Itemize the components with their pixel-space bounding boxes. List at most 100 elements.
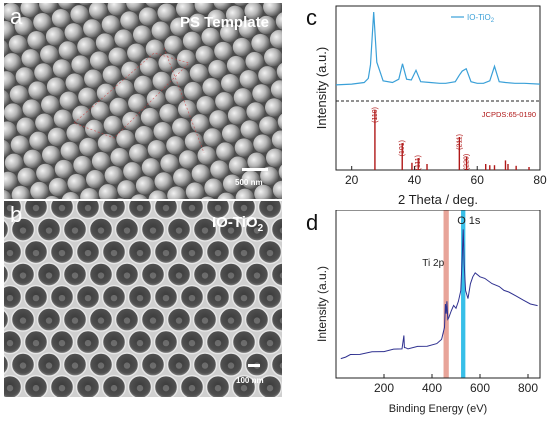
xrd-peak-label: (101) [399, 140, 406, 156]
io-pore-window [202, 362, 208, 368]
io-pore-window [254, 272, 260, 278]
xps-x-axis-label: Binding Energy (eV) [389, 403, 487, 415]
io-pore-window [46, 362, 52, 368]
io-pore-window [163, 250, 169, 256]
xrd-x-tick-label: 40 [408, 173, 422, 187]
io-pore-window [46, 227, 52, 233]
panel-letter-d: d [306, 212, 318, 234]
io-pore-window [85, 340, 91, 346]
xps-x-tick-label: 200 [374, 381, 394, 395]
xps-highlight-band [444, 210, 449, 378]
io-pore-window [111, 250, 117, 256]
xrd-series-line [336, 12, 540, 85]
xrd-x-tick-label: 20 [345, 173, 359, 187]
panel-letter-b: b [10, 204, 22, 226]
io-pore-window [98, 317, 104, 323]
io-pore-window [228, 362, 234, 368]
io-pore-window [176, 362, 182, 368]
io-pore-window [137, 295, 143, 301]
io-pore-window [20, 272, 26, 278]
sem-image-io-tio2: b IO-TiO2 100 nm [4, 201, 282, 397]
io-pore-window [72, 272, 78, 278]
io-pore-window [137, 205, 143, 211]
io-pore-window [98, 272, 104, 278]
xrd-chart: 20 40 60 80 2 Theta / deg. Intensity (a.u.) IO… [286, 0, 550, 210]
io-pore-window [163, 205, 169, 211]
io-pore-window [241, 205, 247, 211]
io-pore-window [59, 385, 65, 391]
io-pore-window [150, 317, 156, 323]
io-pore-window [202, 317, 208, 323]
io-pore-window [33, 340, 39, 346]
xrd-peak-label: (220) [464, 154, 471, 170]
io-pore-window [176, 317, 182, 323]
xrd-y-axis-label: Intensity (a.u.) [314, 47, 329, 129]
io-pore-window [85, 250, 91, 256]
io-pore-window [228, 272, 234, 278]
io-pore-window [111, 295, 117, 301]
scale-label-a: 500 nm [235, 178, 263, 187]
io-pore-window [98, 227, 104, 233]
io-pore-window [202, 227, 208, 233]
io-tio2-title-main: IO-TiO [212, 214, 258, 231]
io-pore-window [72, 362, 78, 368]
io-tio2-title-sub: 2 [258, 223, 264, 234]
panel-letter-a: a [10, 6, 22, 28]
io-pore-window [137, 385, 143, 391]
io-pore-window [124, 362, 130, 368]
io-pore-window [20, 362, 26, 368]
xps-x-tick-label: 400 [422, 381, 442, 395]
io-pore-window [124, 227, 130, 233]
xps-y-axis-label: Intensity (a.u.) [315, 266, 329, 342]
panel-letter-c: c [306, 7, 317, 29]
io-pore-window [85, 385, 91, 391]
xrd-x-axis-label: 2 Theta / deg. [398, 192, 478, 207]
sem-image-ps-template: a PS Template 500 nm [4, 3, 282, 199]
io-pore-window [254, 317, 260, 323]
io-pore-window [137, 250, 143, 256]
io-pore-window [267, 340, 273, 346]
io-pore-window [20, 317, 26, 323]
io-pore-window [59, 340, 65, 346]
xrd-x-tick-label: 80 [533, 173, 547, 187]
io-pore-window [7, 340, 13, 346]
io-pore-window [241, 385, 247, 391]
io-pore-window [111, 340, 117, 346]
io-pore-window [176, 272, 182, 278]
io-pore-window [189, 385, 195, 391]
xrd-x-tick-label: 60 [471, 173, 485, 187]
xrd-peak-label: (211) [456, 134, 463, 150]
io-pore-window [189, 295, 195, 301]
xps-series-line [341, 229, 538, 358]
xrd-reference-label: JCPDS:65-0190 [482, 110, 536, 119]
io-pore-window [241, 295, 247, 301]
io-pore-window [215, 340, 221, 346]
xrd-legend-label: IO-TiO2 [467, 13, 495, 24]
io-pore-window [33, 295, 39, 301]
io-pore-window [72, 227, 78, 233]
io-pore-window [124, 272, 130, 278]
xrd-peak-label: (110) [372, 107, 379, 123]
io-pore-window [33, 385, 39, 391]
io-pore-window [150, 272, 156, 278]
xps-ti2p-label: Ti 2p [422, 258, 444, 269]
io-pore-window [163, 340, 169, 346]
xps-x-tick-label: 600 [470, 381, 490, 395]
io-pore-window [59, 205, 65, 211]
io-pore-window [85, 205, 91, 211]
io-pore-window [241, 340, 247, 346]
io-pore-window [111, 385, 117, 391]
io-pore-window [189, 340, 195, 346]
io-pore-window [189, 250, 195, 256]
io-pore-window [111, 205, 117, 211]
io-pore-window [59, 250, 65, 256]
io-pore-window [163, 295, 169, 301]
io-pore-window [20, 227, 26, 233]
io-pore-window [202, 272, 208, 278]
io-pore-window [33, 250, 39, 256]
io-pore-window [7, 295, 13, 301]
io-pore-window [215, 205, 221, 211]
io-pore-window [7, 250, 13, 256]
